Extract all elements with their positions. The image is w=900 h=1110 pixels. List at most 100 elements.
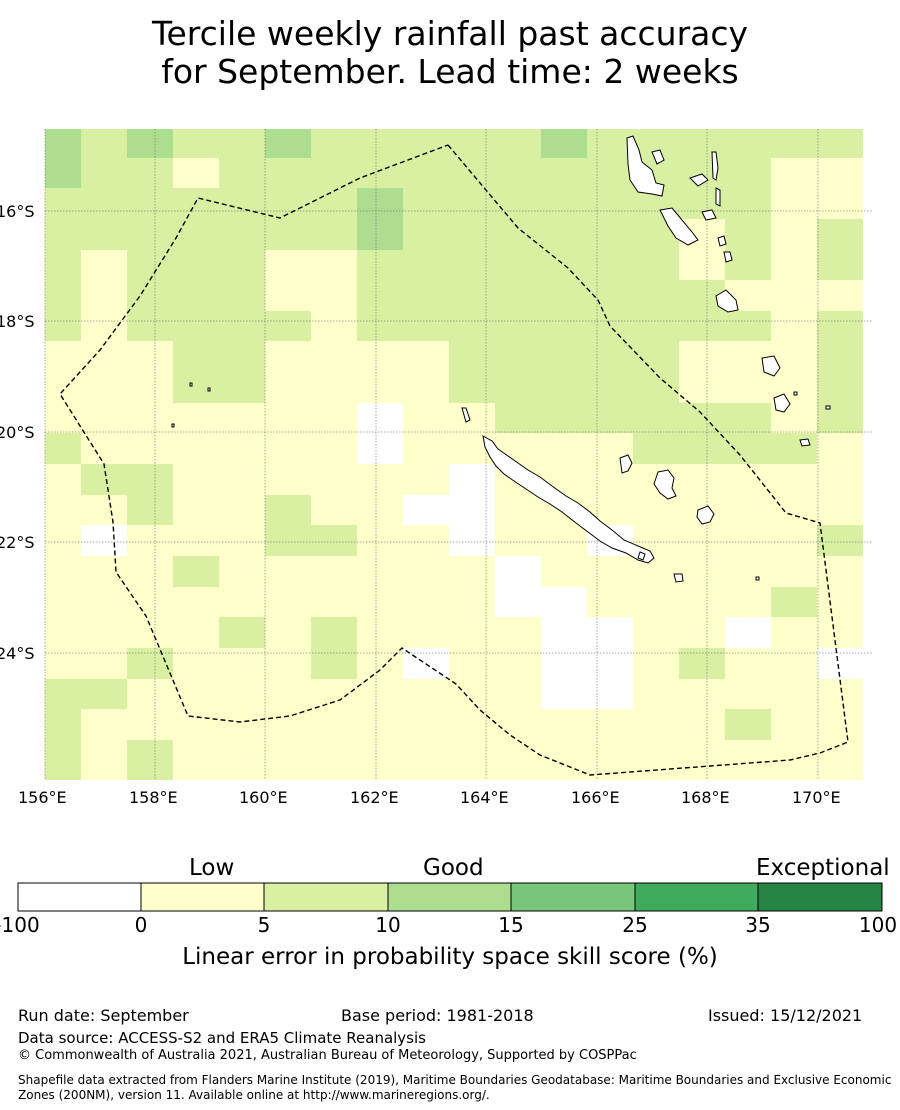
grid-cell — [403, 740, 449, 780]
map-gridlines — [44, 129, 873, 780]
grid-cell — [127, 740, 173, 780]
grid-cell — [633, 709, 679, 740]
futuna-vanuatu — [825, 405, 831, 410]
grid-cell — [127, 372, 173, 403]
grid-cell — [495, 709, 541, 740]
colorbar-segment — [140, 882, 265, 912]
grid-cell — [725, 495, 771, 525]
grid-cell — [679, 403, 725, 433]
grid-cell — [495, 740, 541, 780]
grid-cell — [45, 464, 81, 495]
lat-tick-22: 22°S — [0, 533, 35, 552]
grid-cell — [817, 219, 863, 250]
grid-cell — [633, 679, 679, 709]
grid-cell — [587, 311, 633, 341]
grid-cell — [633, 433, 679, 464]
grid-cell — [265, 617, 311, 648]
copyright: © Commonwealth of Australia 2021, Austra… — [18, 1048, 637, 1063]
grid-cell — [403, 280, 449, 311]
grid-cell — [679, 129, 725, 158]
colorbar-tick: 100 — [858, 913, 898, 937]
lat-tick-20: 20°S — [0, 423, 35, 442]
lat-tick-24: 24°S — [0, 644, 35, 663]
grid-cell — [771, 219, 817, 250]
reef-islet-2 — [189, 382, 193, 387]
grid-cell — [173, 709, 219, 740]
grid-cell — [81, 709, 127, 740]
grid-cell — [541, 158, 587, 188]
grid-cell — [403, 556, 449, 587]
grid-cell — [311, 219, 357, 250]
grid-cell — [403, 587, 449, 617]
grid-cell — [541, 617, 587, 648]
colorbar-tick: 25 — [622, 913, 648, 937]
grid-cell — [817, 433, 863, 464]
grid-cell — [679, 587, 725, 617]
grid-cell — [771, 433, 817, 464]
grid-cell — [311, 188, 357, 219]
grid-cell — [45, 709, 81, 740]
grid-cell — [449, 311, 495, 341]
grid-cell — [449, 648, 495, 679]
colorbar-tick: -100 — [0, 913, 40, 937]
grid-cell — [817, 129, 863, 158]
grid-cell — [495, 587, 541, 617]
grid-cell — [81, 158, 127, 188]
grid-cell — [449, 403, 495, 433]
grid-cell — [127, 525, 173, 556]
grid-cell — [403, 403, 449, 433]
grid-cell — [817, 188, 863, 219]
shapefile-credit-line2: Zones (200NM), version 11. Available onl… — [18, 1088, 490, 1102]
grid-cell — [633, 587, 679, 617]
grid-cell — [725, 311, 771, 341]
grid-cell — [219, 129, 265, 158]
grid-cell — [771, 250, 817, 280]
grid-cell — [357, 188, 403, 219]
grid-cell — [771, 617, 817, 648]
grid-cell — [449, 709, 495, 740]
grid-cell — [173, 250, 219, 280]
grid-cell — [771, 495, 817, 525]
grid-cell — [265, 495, 311, 525]
grid-cell — [403, 188, 449, 219]
grid-cell — [219, 556, 265, 587]
grid-cell — [357, 617, 403, 648]
grid-cell — [771, 740, 817, 780]
grid-cell — [817, 740, 863, 780]
grid-cell — [311, 740, 357, 780]
grid-cell — [311, 464, 357, 495]
grid-cell — [725, 648, 771, 679]
grid-cell — [679, 679, 725, 709]
grid-cell — [449, 525, 495, 556]
grid-cell — [173, 372, 219, 403]
colorbar-tick: 35 — [745, 913, 771, 937]
grid-cell — [449, 188, 495, 219]
grid-cell — [633, 403, 679, 433]
grid-cell — [45, 648, 81, 679]
grid-cell — [725, 158, 771, 188]
grid-cell — [771, 556, 817, 587]
grid-cell — [817, 525, 863, 556]
grid-cell — [127, 617, 173, 648]
grid-cell — [311, 587, 357, 617]
grid-cell — [587, 219, 633, 250]
vanuatu-efate — [715, 289, 739, 313]
grid-cell — [725, 587, 771, 617]
vanuatu-aneityum — [799, 438, 811, 447]
issued-date: Issued: 15/12/2021 — [708, 1006, 863, 1025]
grid-cell — [449, 495, 495, 525]
grid-cell — [541, 525, 587, 556]
grid-cell — [495, 280, 541, 311]
grid-cell — [173, 495, 219, 525]
grid-cell — [541, 129, 587, 158]
grid-cell — [311, 311, 357, 341]
colorbar-segment — [634, 882, 759, 912]
grid-cell — [495, 679, 541, 709]
grid-cell — [81, 587, 127, 617]
grid-cell — [817, 250, 863, 280]
grid-cell — [173, 433, 219, 464]
grid-cell — [403, 158, 449, 188]
grid-cell — [265, 403, 311, 433]
lon-tick-168: 168°E — [681, 788, 730, 807]
